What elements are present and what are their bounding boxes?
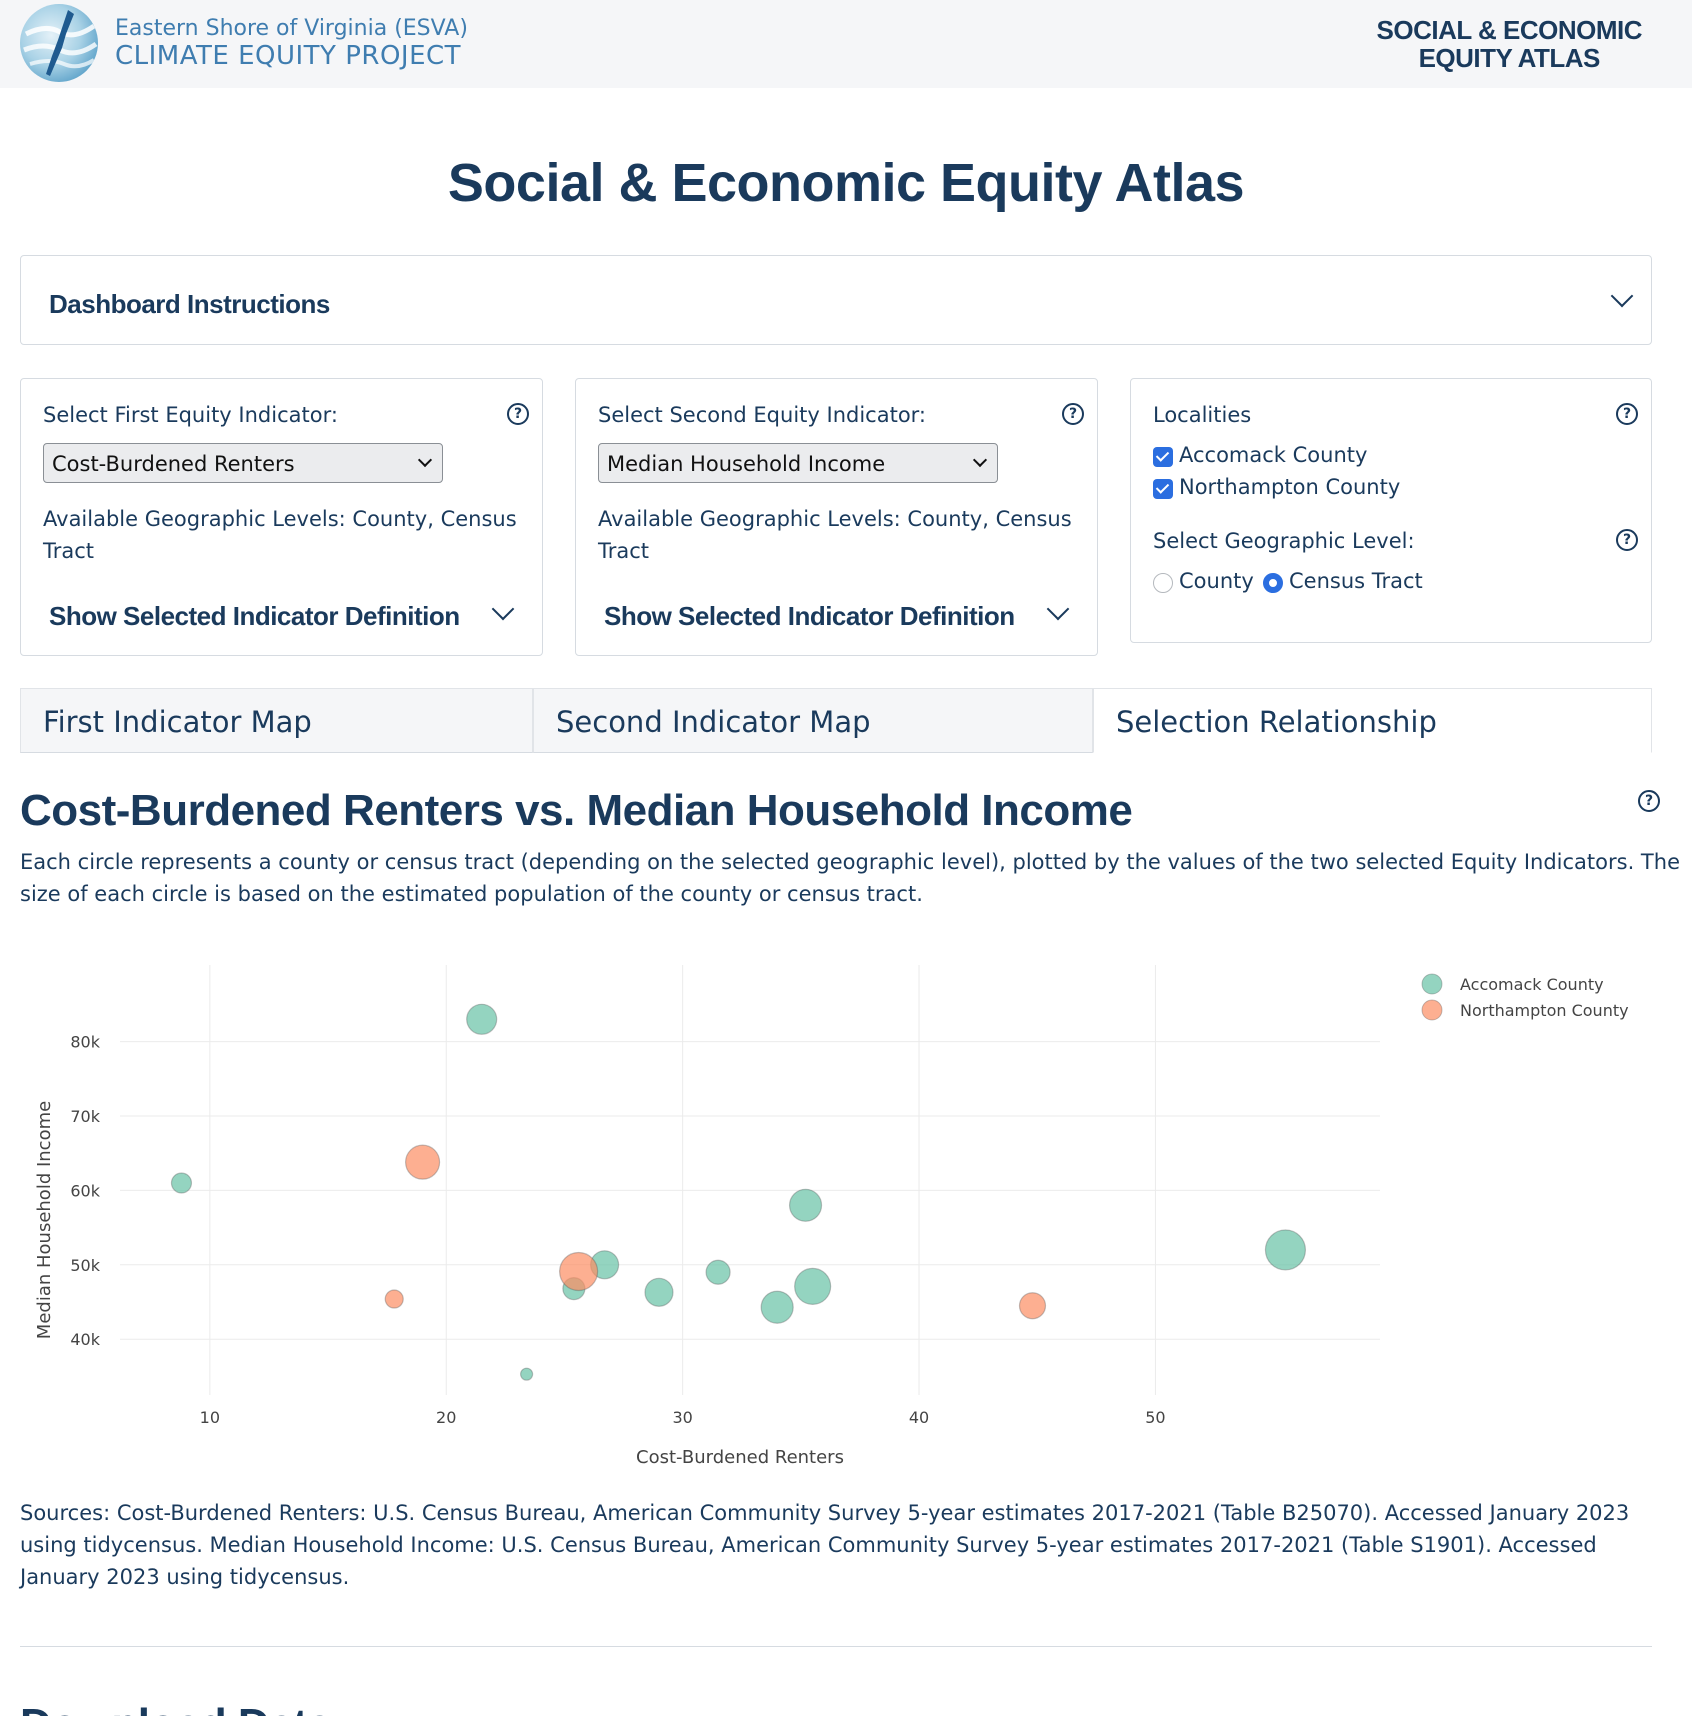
chart-description: Each circle represents a county or censu… xyxy=(20,850,1680,906)
tab-selection-relationship[interactable]: Selection Relationship xyxy=(1093,688,1652,753)
chart-title: Cost-Burdened Renters vs. Median Househo… xyxy=(20,786,1133,835)
x-tick-label: 20 xyxy=(436,1408,456,1427)
x-tick-label: 10 xyxy=(200,1408,220,1427)
help-icon[interactable]: ? xyxy=(1616,403,1638,425)
data-point[interactable] xyxy=(1264,1229,1307,1271)
data-point[interactable] xyxy=(760,1290,794,1324)
tab-label: Selection Relationship xyxy=(1116,705,1437,739)
data-point[interactable] xyxy=(404,1144,441,1180)
data-point[interactable] xyxy=(466,1003,498,1035)
second-indicator-select[interactable]: Median Household Income xyxy=(598,443,998,483)
data-point[interactable] xyxy=(170,1172,193,1194)
first-indicator-selected-value: Cost-Burdened Renters xyxy=(52,452,295,476)
atlas-nav-label[interactable]: SOCIAL & ECONOMIC EQUITY ATLAS xyxy=(1376,15,1643,73)
tab-second-indicator-map[interactable]: Second Indicator Map xyxy=(533,688,1093,753)
x-tick-label: 40 xyxy=(909,1408,929,1427)
x-axis-label: Cost-Burdened Renters xyxy=(636,1447,844,1468)
county-radio-label[interactable]: County xyxy=(1179,569,1254,593)
x-tick-label: 30 xyxy=(672,1408,692,1427)
dashboard-instructions-label: Dashboard Instructions xyxy=(49,289,330,319)
localities-title: Localities xyxy=(1153,403,1252,427)
second-indicator-selected-value: Median Household Income xyxy=(607,452,886,476)
help-icon[interactable]: ? xyxy=(1616,529,1638,551)
x-tick-label: 50 xyxy=(1145,1408,1165,1427)
data-point[interactable] xyxy=(644,1277,674,1307)
accomack-checkbox[interactable] xyxy=(1153,447,1173,467)
localities-panel: Localities ? Accomack County Northampton… xyxy=(1130,378,1652,643)
help-icon[interactable]: ? xyxy=(1638,790,1660,812)
chevron-down-icon xyxy=(417,452,433,468)
geo-level-title: Select Geographic Level: xyxy=(1153,529,1415,553)
chart-points[interactable] xyxy=(170,1003,1307,1381)
page-title: Social & Economic Equity Atlas xyxy=(447,153,1245,213)
data-point[interactable] xyxy=(520,1367,534,1381)
y-tick-label: 40k xyxy=(70,1330,100,1349)
first-indicator-title: Select First Equity Indicator: xyxy=(43,403,338,427)
northampton-checkbox-label[interactable]: Northampton County xyxy=(1179,475,1401,499)
esva-logo-icon[interactable] xyxy=(20,4,98,82)
data-point[interactable] xyxy=(788,1188,823,1222)
second-indicator-title: Select Second Equity Indicator: xyxy=(598,403,927,427)
y-axis-label: Median Household Income xyxy=(34,1101,55,1339)
y-tick-label: 80k xyxy=(70,1033,100,1052)
sources-text: Sources: Cost-Burdened Renters: U.S. Cen… xyxy=(20,1501,1630,1589)
legend-marker[interactable] xyxy=(1421,999,1443,1021)
chevron-down-icon[interactable] xyxy=(1046,597,1070,621)
first-indicator-geo-levels: Available Geographic Levels: County, Cen… xyxy=(43,507,517,563)
county-radio[interactable] xyxy=(1153,573,1173,593)
first-indicator-panel: Select First Equity Indicator: ? Cost-Bu… xyxy=(20,378,543,656)
second-indicator-panel: Select Second Equity Indicator: ? Median… xyxy=(575,378,1098,656)
chart-ticks: 10 20 30 40 50 40k 50k 60k 70k 80k xyxy=(70,1033,1165,1427)
y-tick-label: 70k xyxy=(70,1107,100,1126)
northampton-checkbox[interactable] xyxy=(1153,479,1173,499)
tab-label: Second Indicator Map xyxy=(556,705,871,739)
dashboard-instructions-accordion[interactable]: Dashboard Instructions xyxy=(20,255,1652,345)
y-tick-label: 50k xyxy=(70,1256,100,1275)
first-indicator-select[interactable]: Cost-Burdened Renters xyxy=(43,443,443,483)
help-icon[interactable]: ? xyxy=(507,403,529,425)
logo-line-1: Eastern Shore of Virginia (ESVA) xyxy=(115,16,468,41)
chevron-down-icon[interactable] xyxy=(491,597,515,621)
data-point[interactable] xyxy=(384,1289,404,1309)
legend-label[interactable]: Accomack County xyxy=(1460,975,1604,994)
data-point[interactable] xyxy=(794,1267,832,1305)
logo-line-2: CLIMATE EQUITY PROJECT xyxy=(115,41,462,71)
accomack-checkbox-label[interactable]: Accomack County xyxy=(1179,443,1368,467)
y-tick-label: 60k xyxy=(70,1181,100,1200)
second-indicator-geo-levels: Available Geographic Levels: County, Cen… xyxy=(598,507,1072,563)
chevron-down-icon[interactable] xyxy=(1610,284,1634,308)
legend-marker[interactable] xyxy=(1421,973,1443,995)
data-point[interactable] xyxy=(705,1259,731,1285)
tab-first-indicator-map[interactable]: First Indicator Map xyxy=(20,688,533,753)
scatter-chart[interactable]: 10 20 30 40 50 40k 50k 60k 70k 80k Cost-Burdened … xyxy=(0,940,1692,1480)
census-tract-radio[interactable] xyxy=(1263,573,1283,593)
help-icon[interactable]: ? xyxy=(1062,403,1084,425)
second-indicator-show-definition[interactable]: Show Selected Indicator Definition xyxy=(604,601,1015,631)
data-point[interactable] xyxy=(1018,1292,1047,1320)
section-divider xyxy=(20,1646,1652,1647)
top-bar: Eastern Shore of Virginia (ESVA) CLIMATE… xyxy=(0,0,1692,88)
first-indicator-show-definition[interactable]: Show Selected Indicator Definition xyxy=(49,601,460,631)
chevron-down-icon xyxy=(972,452,988,468)
download-data-heading: Download Data xyxy=(20,1700,332,1716)
legend-label[interactable]: Northampton County xyxy=(1460,1001,1629,1020)
tab-label: First Indicator Map xyxy=(43,705,312,739)
chart-grid xyxy=(120,965,1380,1395)
data-point[interactable] xyxy=(559,1251,599,1292)
chart-legend[interactable]: Accomack County Northampton County xyxy=(1421,973,1629,1021)
census-tract-radio-label[interactable]: Census Tract xyxy=(1289,569,1423,593)
